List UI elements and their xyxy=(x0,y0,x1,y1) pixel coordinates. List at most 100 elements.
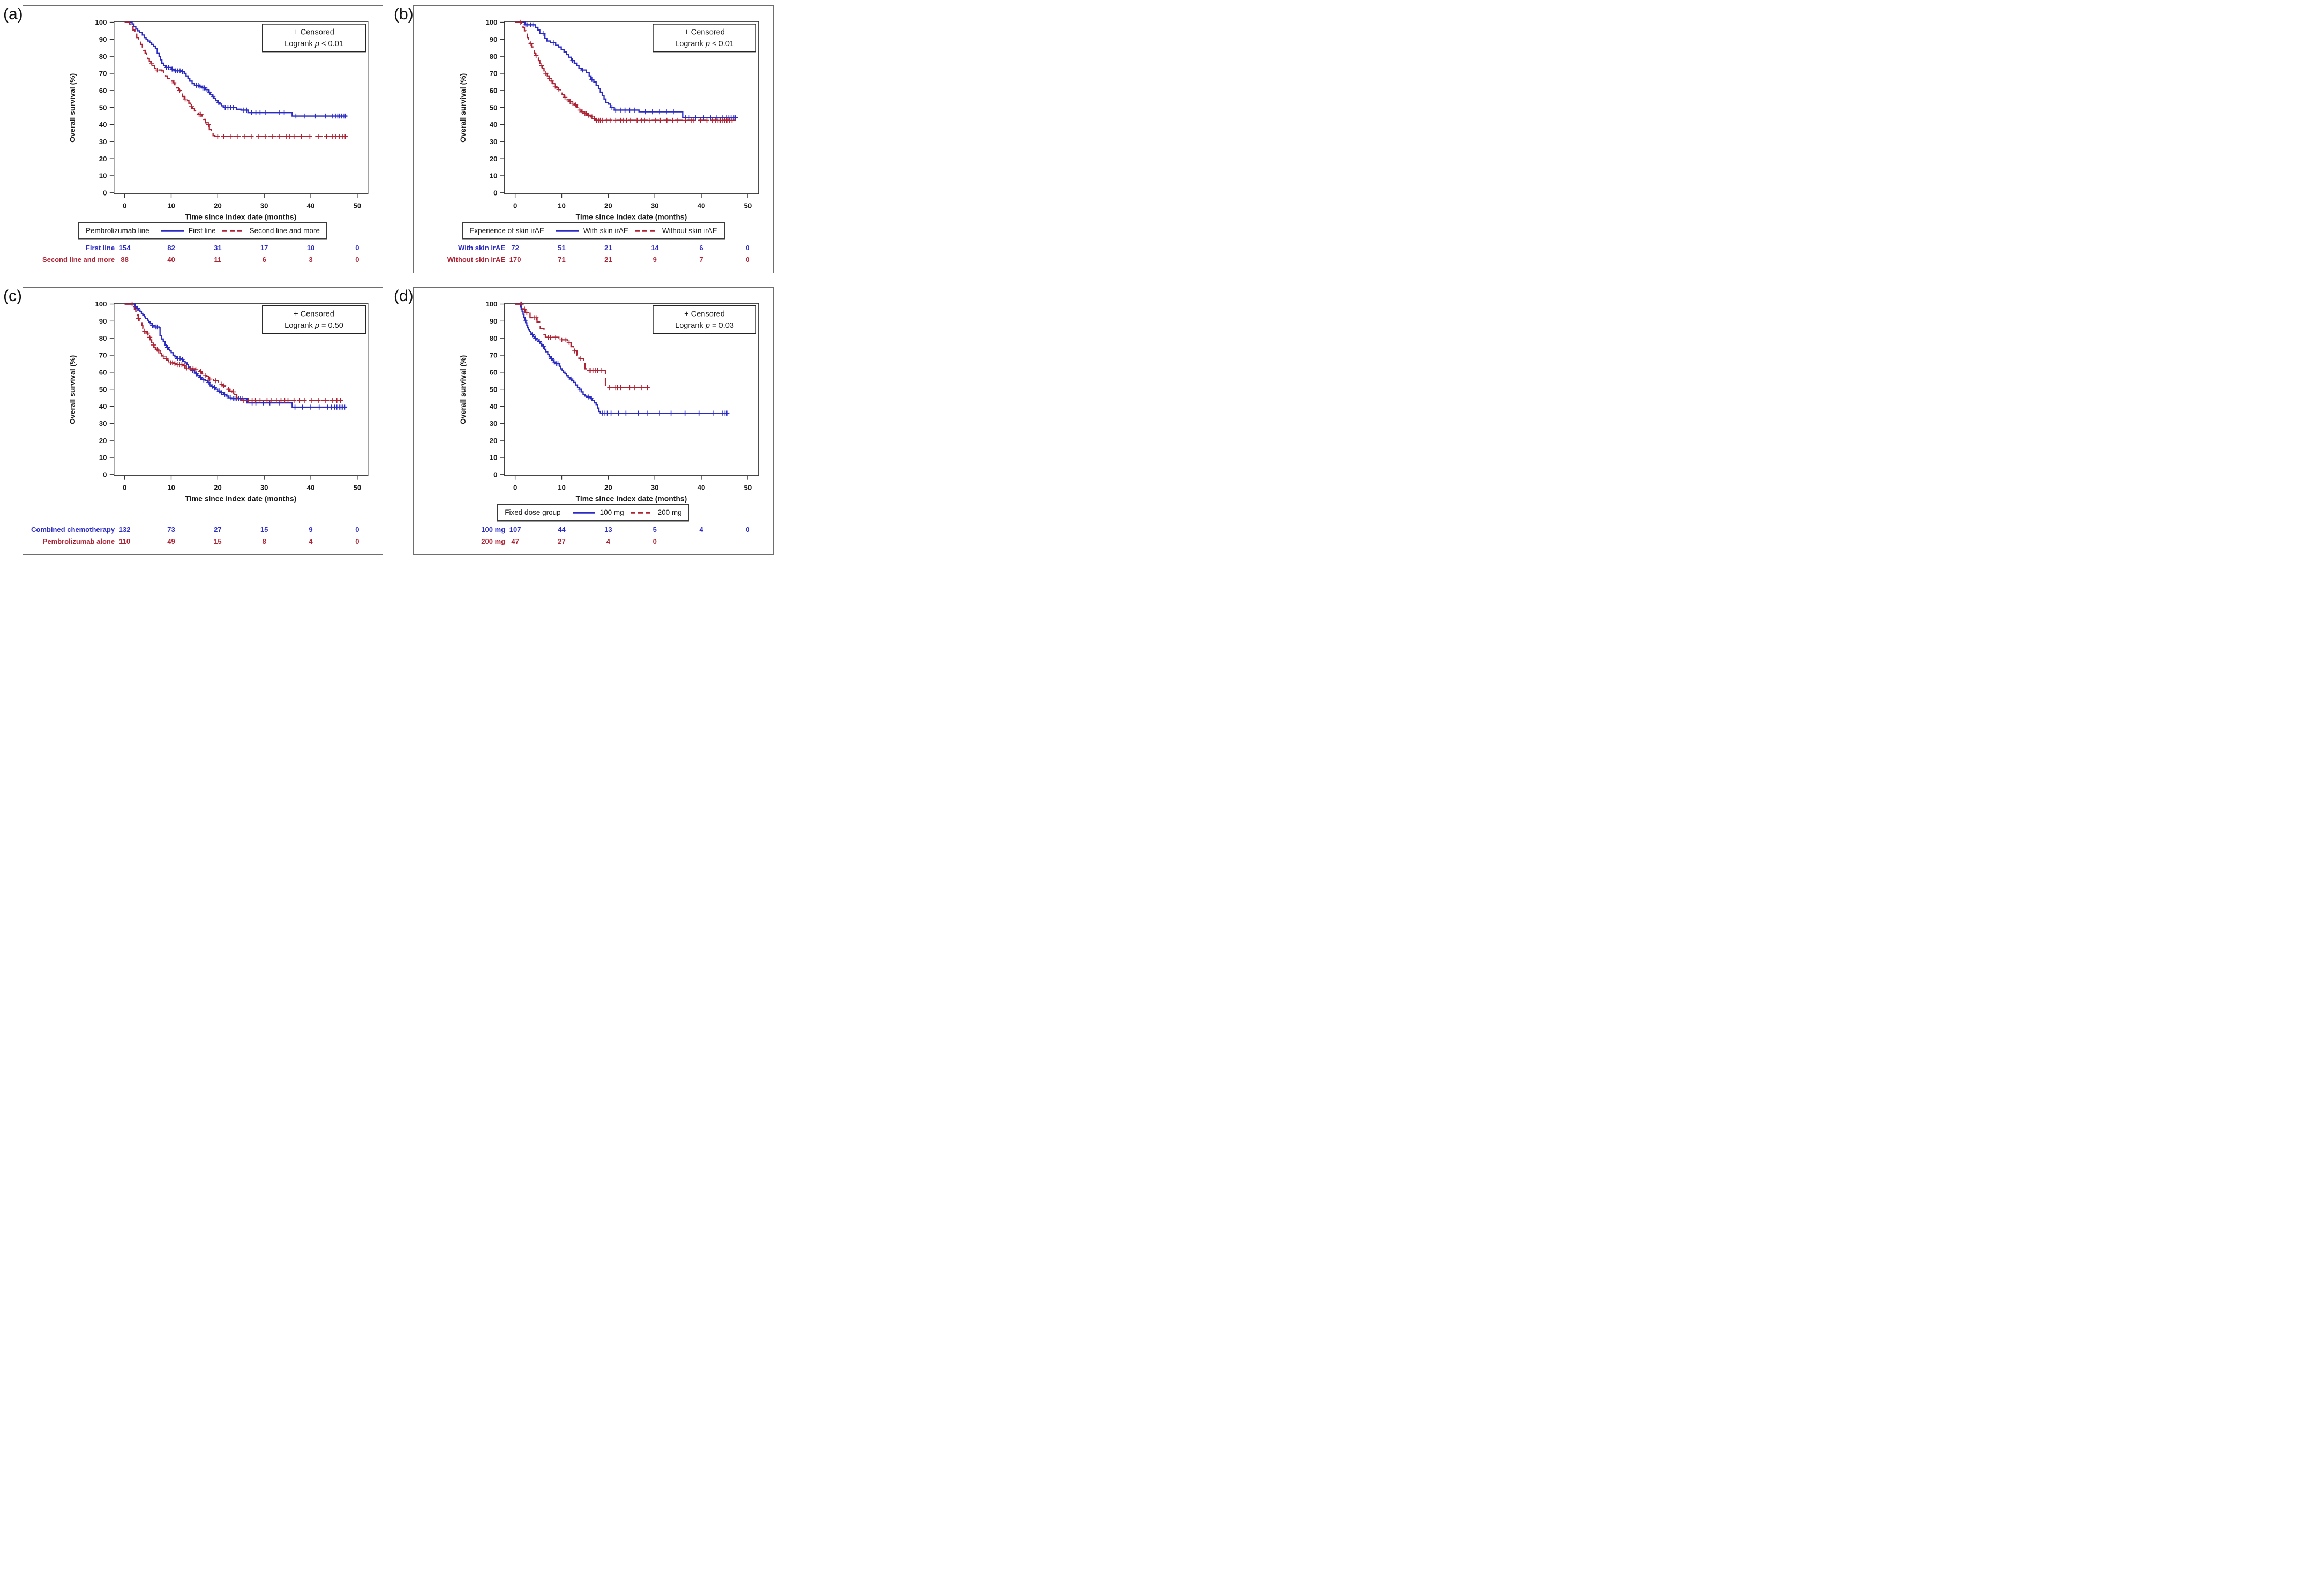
at-risk-row-100-mg: 100 mg 107 44 13 5 4 0 xyxy=(416,526,771,537)
km-chart-b: 0 10 20 30 40 50 60 70 80 90 100 0 10 20 30 40 50 Overall… xyxy=(459,18,759,221)
stat-box-frame xyxy=(262,305,366,334)
svg-text:10: 10 xyxy=(167,483,175,491)
stat-box: + Censored Logrank p < 0.01 xyxy=(262,24,366,53)
survival-curve-100-mg xyxy=(515,303,729,414)
at-risk-count: 0 xyxy=(653,537,657,545)
at-risk-count: 82 xyxy=(167,243,175,252)
at-risk-label: Pembrolizumab alone xyxy=(42,537,115,545)
at-risk-count: 0 xyxy=(355,537,359,545)
legend-item-label: With skin irAE xyxy=(583,227,628,235)
panel-b: (b) 0 10 20 30 40 50 60 70 80 90 100 0 10 20 30 40 50 Over… xyxy=(394,5,774,273)
at-risk-count: 0 xyxy=(355,255,359,264)
censored-label: + Censored xyxy=(684,28,725,37)
at-risk-count: 72 xyxy=(511,243,519,252)
svg-text:0: 0 xyxy=(493,470,497,478)
x-axis-ticks xyxy=(124,193,358,198)
at-risk-count: 4 xyxy=(309,537,313,545)
legend-item-label: Without skin irAE xyxy=(662,227,717,235)
svg-text:60: 60 xyxy=(99,368,107,376)
legend-box: Fixed dose group 100 mg 200 mg xyxy=(497,504,689,521)
at-risk-count: 27 xyxy=(214,525,222,534)
svg-text:90: 90 xyxy=(490,317,498,325)
x-axis-tick-labels: 0 10 20 30 40 50 xyxy=(513,201,752,209)
at-risk-count: 14 xyxy=(650,243,659,252)
svg-text:80: 80 xyxy=(99,334,107,342)
svg-text:30: 30 xyxy=(260,483,268,491)
km-figure-grid: (a) 0 10 20 30 40 50 60 70 80 90 100 0 10 20 30 40 50 Over… xyxy=(0,0,778,564)
legend-item-label: Second line and more xyxy=(249,227,320,235)
at-risk-count: 13 xyxy=(604,525,612,534)
legend-title: Fixed dose group xyxy=(505,508,561,517)
panel-a: (a) 0 10 20 30 40 50 60 70 80 90 100 0 10 20 30 40 50 Over… xyxy=(3,5,383,273)
svg-text:10: 10 xyxy=(558,201,566,209)
svg-text:10: 10 xyxy=(490,172,498,180)
survival-curve-second-line-and-more xyxy=(124,21,347,137)
svg-text:50: 50 xyxy=(744,201,752,209)
legend-swatch-solid xyxy=(161,230,184,232)
legend-swatch-solid xyxy=(572,511,595,514)
x-axis-tick-labels: 0 10 20 30 40 50 xyxy=(513,483,752,491)
at-risk-table-c: Combined chemotherapy 132 73 27 15 9 0 Pembroli… xyxy=(25,526,380,550)
svg-text:10: 10 xyxy=(99,453,107,461)
at-risk-count: 6 xyxy=(262,255,266,264)
at-risk-count: 21 xyxy=(604,243,612,252)
x-axis-tick-labels: 0 10 20 30 40 50 xyxy=(123,483,361,491)
svg-text:40: 40 xyxy=(307,201,315,209)
legend-item-200-mg: 200 mg xyxy=(629,508,682,516)
svg-text:30: 30 xyxy=(490,138,498,146)
stat-box-frame xyxy=(653,305,756,334)
panel-corner-label-d: (d) xyxy=(394,287,414,305)
at-risk-row-with-skin-irae: With skin irAE 72 51 21 14 6 0 xyxy=(416,244,771,256)
at-risk-count: 0 xyxy=(355,243,359,252)
svg-text:20: 20 xyxy=(490,437,498,445)
at-risk-count: 9 xyxy=(653,255,657,264)
svg-text:0: 0 xyxy=(513,483,517,491)
at-risk-label: Second line and more xyxy=(42,255,115,264)
at-risk-count: 7 xyxy=(699,255,703,264)
at-risk-count: 154 xyxy=(118,243,131,252)
at-risk-count: 88 xyxy=(121,255,129,264)
legend-item-label: 200 mg xyxy=(657,508,682,517)
stat-box-frame xyxy=(262,24,366,53)
svg-text:90: 90 xyxy=(99,317,107,325)
at-risk-count: 15 xyxy=(260,525,268,534)
at-risk-label: 100 mg xyxy=(481,525,506,534)
at-risk-count: 0 xyxy=(746,243,750,252)
svg-text:50: 50 xyxy=(490,103,498,111)
logrank-p-value: Logrank p = 0.03 xyxy=(675,321,734,330)
svg-text:50: 50 xyxy=(490,385,498,393)
censored-label: + Censored xyxy=(294,310,334,319)
panel-corner-label-b: (b) xyxy=(394,5,414,23)
svg-text:0: 0 xyxy=(103,470,107,478)
svg-text:30: 30 xyxy=(651,483,659,491)
censor-marks-first-line xyxy=(164,65,348,119)
legend-item-100-mg: 100 mg xyxy=(572,508,624,516)
at-risk-table-d: 100 mg 107 44 13 5 4 0 200 mg 47 27 4 0 xyxy=(416,526,771,550)
panel-d: (d) 0 10 20 30 40 50 60 70 80 90 100 0 10 20 30 40 50 Over… xyxy=(394,287,774,555)
at-risk-label: 200 mg xyxy=(481,537,506,545)
legend-title: Pembrolizumab line xyxy=(86,227,149,235)
legend-item-first-line: First line xyxy=(160,227,216,235)
legend-title: Experience of skin irAE xyxy=(469,227,544,235)
svg-text:80: 80 xyxy=(490,53,498,61)
y-axis-tick-labels: 0 10 20 30 40 50 60 70 80 90 100 xyxy=(95,18,107,197)
logrank-p-value: Logrank p = 0.50 xyxy=(284,321,343,330)
at-risk-count: 5 xyxy=(653,525,657,534)
panel-corner-label-a: (a) xyxy=(3,5,23,23)
at-risk-count: 0 xyxy=(746,255,750,264)
svg-text:40: 40 xyxy=(698,483,706,491)
legend-row-a: Pembrolizumab line First line Second line … xyxy=(25,222,380,239)
stat-box: + Censored Logrank p = 0.50 xyxy=(262,305,366,334)
survival-curve-200-mg xyxy=(515,303,649,388)
y-axis-ticks xyxy=(109,303,114,475)
stat-box: + Censored Logrank p = 0.03 xyxy=(653,305,756,334)
at-risk-count: 17 xyxy=(260,243,268,252)
x-axis-ticks xyxy=(514,193,748,198)
legend-item-without-skin-irae: Without skin irAE xyxy=(634,227,717,235)
at-risk-count: 49 xyxy=(167,537,175,545)
legend-box: Experience of skin irAE With skin irAE Wit… xyxy=(462,222,725,239)
logrank-p-value: Logrank p < 0.01 xyxy=(284,40,343,48)
logrank-p-value: Logrank p < 0.01 xyxy=(675,40,734,48)
at-risk-table-b: With skin irAE 72 51 21 14 6 0 Without skin irA… xyxy=(416,244,771,268)
at-risk-count: 27 xyxy=(558,537,566,545)
